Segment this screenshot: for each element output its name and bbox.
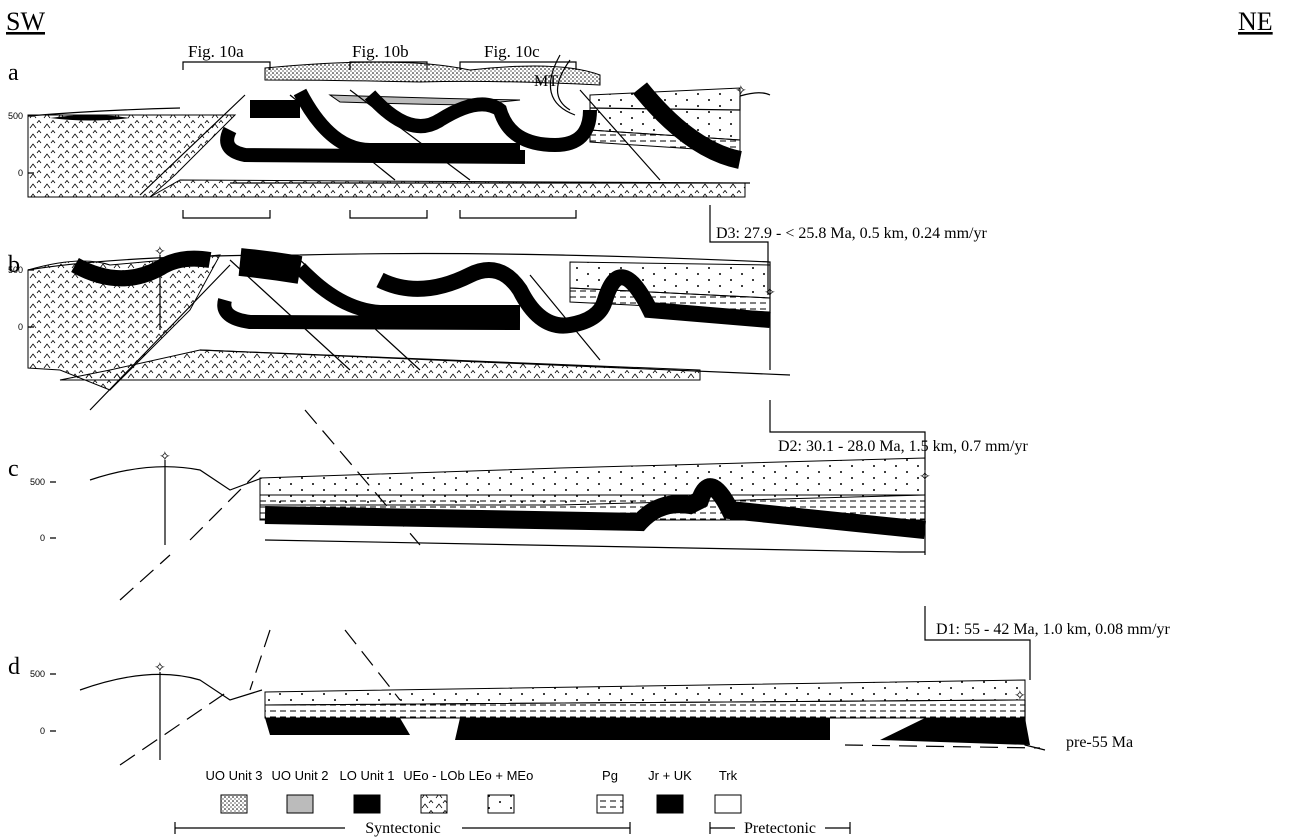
figure-ref: Fig. 10c (484, 42, 540, 61)
age-note: pre-55 Ma (1066, 734, 1133, 751)
tick-label: 0 (40, 533, 45, 543)
section-d: ✧ ✧ (80, 630, 1045, 765)
well-symbol: ✧ (764, 286, 776, 301)
event-label: D2: 30.1 - 28.0 Ma, 1.5 km, 0.7 mm/yr (778, 438, 1028, 455)
tick-label: 500 (8, 111, 23, 121)
group-label: Pretectonic (744, 820, 816, 837)
legend-swatch (657, 795, 683, 813)
legend-label: UEo - LOb (403, 768, 464, 783)
event-leader (925, 606, 1030, 680)
legend-swatch (488, 795, 514, 813)
legend-label: Jr + UK (648, 768, 692, 783)
figure: SW NE a b c d 500 0 500 0 500 0 500 0 Fi… (0, 0, 1292, 837)
legend: UO Unit 3 UO Unit 2 LO Unit 1 UEo - LOb … (175, 768, 850, 837)
well-symbol: ✧ (159, 450, 171, 465)
legend-label: UO Unit 3 (205, 768, 262, 783)
panel-label: c (8, 456, 19, 482)
tick-label: 0 (18, 322, 23, 332)
sw-label: SW (6, 7, 45, 36)
tick-label: 500 (30, 477, 45, 487)
tick-label: 500 (30, 669, 45, 679)
fault-label: MT (534, 73, 558, 90)
section-b: ✧ ✧ (28, 245, 790, 410)
well-symbol: ✧ (154, 661, 166, 676)
well-symbol: ✧ (154, 245, 166, 260)
tick-label: 0 (18, 168, 23, 178)
well-symbol: ✧ (735, 84, 747, 99)
legend-label: LO Unit 1 (340, 768, 395, 783)
legend-swatch (597, 795, 623, 813)
figure-ref: Fig. 10a (188, 42, 244, 61)
legend-swatch (715, 795, 741, 813)
figure-ref: Fig. 10b (352, 42, 409, 61)
tick-label: 0 (40, 726, 45, 736)
tick-marks (28, 116, 56, 731)
group-label: Syntectonic (365, 820, 441, 837)
event-label: D3: 27.9 - < 25.8 Ma, 0.5 km, 0.24 mm/yr (716, 225, 987, 242)
section-a: ✧ (28, 55, 770, 197)
panel-label: a (8, 60, 19, 86)
ne-label: NE (1238, 7, 1273, 36)
legend-label: Pg (602, 768, 618, 783)
legend-swatch (287, 795, 313, 813)
tick-label: 500 (8, 265, 23, 275)
legend-label: LEo + MEo (469, 768, 534, 783)
legend-swatch (221, 795, 247, 813)
event-label: D1: 55 - 42 Ma, 1.0 km, 0.08 mm/yr (936, 621, 1170, 638)
well-symbol: ✧ (1014, 689, 1026, 704)
legend-label: UO Unit 2 (271, 768, 328, 783)
legend-swatch (421, 795, 447, 813)
legend-swatch (354, 795, 380, 813)
panel-label: d (8, 654, 20, 680)
legend-label: Trk (719, 768, 738, 783)
